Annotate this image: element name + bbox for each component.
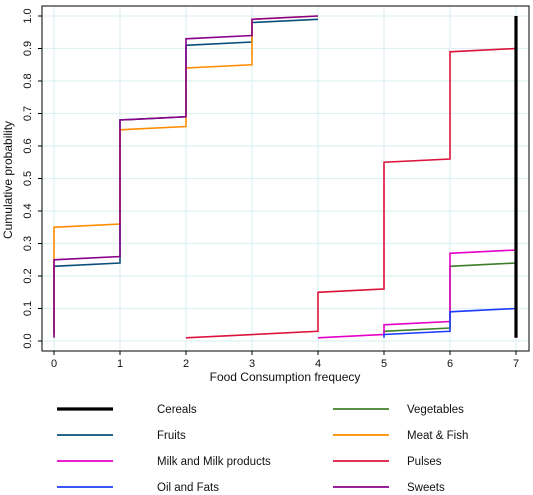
y-tick-label: 0.6 [22, 138, 34, 153]
grid-lines [42, 6, 529, 351]
x-tick-label: 5 [381, 358, 387, 370]
x-tick-label: 6 [447, 358, 453, 370]
y-axis-title: Cumulative probability [1, 121, 15, 239]
x-axis-title: Food Consumption frequecy [210, 370, 361, 384]
y-tick-label: 0.5 [22, 171, 34, 186]
axes: 0 1 2 3 4 5 6 7 0.0 0.1 0.2 0.3 0.4 0.5 0.6 0.7 0.8 0.9 1.… [22, 8, 519, 370]
y-tick-label: 0.2 [22, 268, 34, 283]
x-tick-label: 4 [315, 358, 321, 370]
y-tick-label: 1.0 [22, 8, 34, 23]
legend-label: Vegetables [407, 404, 464, 416]
legend-label: Sweets [407, 482, 445, 494]
legend-label: Oil and Fats [157, 482, 219, 494]
legend-label: Fruits [157, 430, 186, 442]
x-tick-label: 2 [183, 358, 189, 370]
legend-label: Pulses [407, 456, 442, 468]
series-line-sweets [53, 15, 319, 338]
legend-label: Meat & Fish [407, 430, 468, 442]
y-tick-label: 0.1 [22, 301, 34, 316]
y-tick-label: 0.8 [22, 73, 34, 88]
x-tick-label: 1 [117, 358, 123, 370]
y-tick-label: 0.9 [22, 41, 34, 56]
x-tick-label: 0 [51, 358, 57, 370]
legend-label: Milk and Milk products [157, 456, 271, 468]
series-line-pulses [185, 16, 517, 339]
y-tick-label: 0.7 [22, 106, 34, 121]
x-tick-label: 7 [513, 358, 519, 370]
series-lines [53, 15, 518, 339]
y-tick-label: 0.0 [22, 333, 34, 348]
series-line-milk-and-milk-products [317, 249, 517, 339]
x-tick-label: 3 [249, 358, 255, 370]
y-tick-label: 0.3 [22, 236, 34, 251]
legend-label: Cereals [157, 404, 197, 416]
y-tick-label: 0.4 [22, 203, 34, 218]
legend: Cereals Vegetables Fruits Meat & Fish Milk a… [57, 404, 468, 494]
